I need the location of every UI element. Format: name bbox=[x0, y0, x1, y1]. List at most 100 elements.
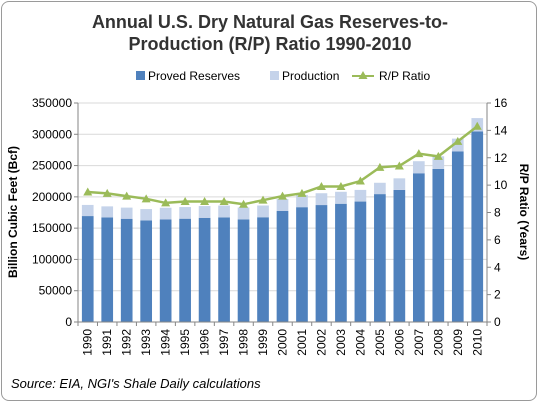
source-note: Source: EIA, NGI's Shale Daily calculati… bbox=[11, 376, 261, 391]
left-tick-label: 350000 bbox=[32, 96, 72, 110]
rp-ratio-point bbox=[297, 188, 307, 197]
bar-proved-reserves bbox=[335, 203, 347, 322]
bar-proved-reserves bbox=[198, 217, 211, 322]
bar-proved-reserves bbox=[140, 220, 153, 322]
left-tick-label: 300000 bbox=[32, 127, 72, 141]
bar-proved-reserves bbox=[432, 168, 445, 322]
rp-ratio-point bbox=[433, 151, 443, 160]
bar-proved-reserves bbox=[374, 194, 386, 322]
bar-production bbox=[198, 206, 211, 218]
left-axis-ticks: 0 50000 100000 150000 200000 250000 300000 3500… bbox=[32, 96, 78, 329]
bar-proved-reserves bbox=[120, 218, 133, 322]
legend-label-production: Production bbox=[282, 69, 339, 83]
bar-production bbox=[179, 207, 191, 219]
right-axis-title: R/P Ratio (Years) bbox=[517, 164, 531, 260]
x-axis-ticks: 1990 1991 1992 1993 1994 1995 1996 1997 1998 1999… bbox=[77, 322, 488, 356]
rp-ratio-point bbox=[453, 136, 463, 145]
right-tick-label: 14 bbox=[494, 123, 508, 137]
bar-proved-reserves bbox=[393, 189, 406, 322]
bar-production bbox=[393, 178, 406, 190]
x-tick-label: 1997 bbox=[217, 329, 231, 356]
x-tick-label: 2001 bbox=[295, 329, 309, 356]
bar-production bbox=[335, 191, 347, 204]
x-tick-label: 1996 bbox=[198, 329, 212, 356]
bar-production bbox=[101, 206, 114, 218]
bar-proved-reserves bbox=[218, 217, 230, 322]
rp-ratio-point bbox=[83, 187, 93, 196]
chart-title-line-1: Annual U.S. Dry Natural Gas Reserves-to- bbox=[92, 12, 448, 32]
bar-proved-reserves bbox=[451, 151, 464, 322]
rp-ratio-point bbox=[258, 195, 268, 204]
bar-proved-reserves bbox=[81, 216, 94, 322]
x-tick-label: 2007 bbox=[412, 329, 426, 356]
rp-ratio-point bbox=[355, 176, 365, 185]
bar-production bbox=[276, 198, 289, 211]
bar-production bbox=[257, 205, 269, 218]
rp-ratio-point bbox=[336, 181, 346, 190]
bar-proved-reserves bbox=[354, 201, 367, 322]
bar-production bbox=[315, 193, 328, 206]
right-tick-label: 16 bbox=[494, 96, 508, 110]
rp-ratio-point bbox=[375, 162, 385, 171]
x-tick-label: 1998 bbox=[237, 329, 251, 356]
right-tick-label: 6 bbox=[494, 233, 501, 247]
rp-ratio-point bbox=[394, 161, 404, 170]
bar-proved-reserves bbox=[412, 173, 425, 322]
rp-ratio-point bbox=[180, 197, 190, 206]
right-tick-label: 2 bbox=[494, 288, 501, 302]
right-tick-label: 4 bbox=[494, 260, 501, 274]
legend: Proved Reserves Production R/P Ratio bbox=[136, 69, 430, 83]
bar-proved-reserves bbox=[101, 217, 114, 322]
x-tick-label: 1994 bbox=[159, 329, 173, 356]
rp-ratio-point bbox=[472, 121, 482, 130]
bar-production bbox=[237, 207, 250, 220]
right-axis-ticks: 0 2 4 6 8 10 12 14 16 bbox=[487, 96, 508, 329]
x-tick-label: 2004 bbox=[353, 329, 367, 356]
x-tick-label: 2000 bbox=[276, 329, 290, 356]
x-tick-label: 1993 bbox=[139, 329, 153, 356]
bars bbox=[81, 118, 484, 322]
x-tick-label: 2002 bbox=[314, 329, 328, 356]
x-tick-label: 1990 bbox=[81, 329, 95, 356]
x-tick-label: 2003 bbox=[334, 329, 348, 356]
bar-proved-reserves bbox=[471, 131, 484, 322]
x-tick-label: 1991 bbox=[100, 329, 114, 356]
x-tick-label: 1995 bbox=[178, 329, 192, 356]
left-tick-label: 250000 bbox=[32, 159, 72, 173]
bar-proved-reserves bbox=[237, 219, 250, 322]
bar-production bbox=[218, 205, 230, 218]
right-tick-label: 10 bbox=[494, 178, 508, 192]
chart-title-line-2: Production (R/P) Ratio 1990-2010 bbox=[128, 34, 411, 54]
bar-production bbox=[412, 161, 425, 174]
bar-production bbox=[140, 209, 153, 221]
rp-ratio-point bbox=[141, 194, 151, 203]
x-tick-label: 2010 bbox=[470, 329, 484, 356]
x-tick-label: 2006 bbox=[392, 329, 406, 356]
bar-proved-reserves bbox=[179, 218, 191, 322]
legend-marker-rp-ratio bbox=[358, 71, 368, 79]
left-tick-label: 0 bbox=[65, 315, 72, 329]
legend-swatch-production bbox=[270, 71, 279, 80]
bar-proved-reserves bbox=[296, 207, 308, 322]
rp-ratio-point bbox=[219, 197, 229, 206]
left-axis-title: Billion Cubic Feet (Bcf) bbox=[6, 146, 20, 278]
bar-production bbox=[296, 194, 308, 208]
rp-ratio-point bbox=[122, 191, 132, 200]
bar-proved-reserves bbox=[315, 205, 328, 322]
rp-ratio-point bbox=[200, 197, 210, 206]
left-tick-label: 200000 bbox=[32, 190, 72, 204]
bar-production bbox=[374, 182, 386, 195]
left-tick-label: 50000 bbox=[39, 284, 73, 298]
bar-production bbox=[81, 204, 94, 217]
bar-production bbox=[159, 207, 172, 220]
rp-ratio-point bbox=[102, 188, 112, 197]
rp-ratio-point bbox=[161, 198, 171, 207]
left-tick-label: 150000 bbox=[32, 221, 72, 235]
rp-ratio-point bbox=[278, 191, 287, 200]
rp-ratio-point bbox=[414, 149, 424, 158]
bar-production bbox=[354, 189, 367, 202]
legend-label-proved-reserves: Proved Reserves bbox=[148, 69, 240, 83]
x-tick-label: 2009 bbox=[451, 329, 465, 356]
